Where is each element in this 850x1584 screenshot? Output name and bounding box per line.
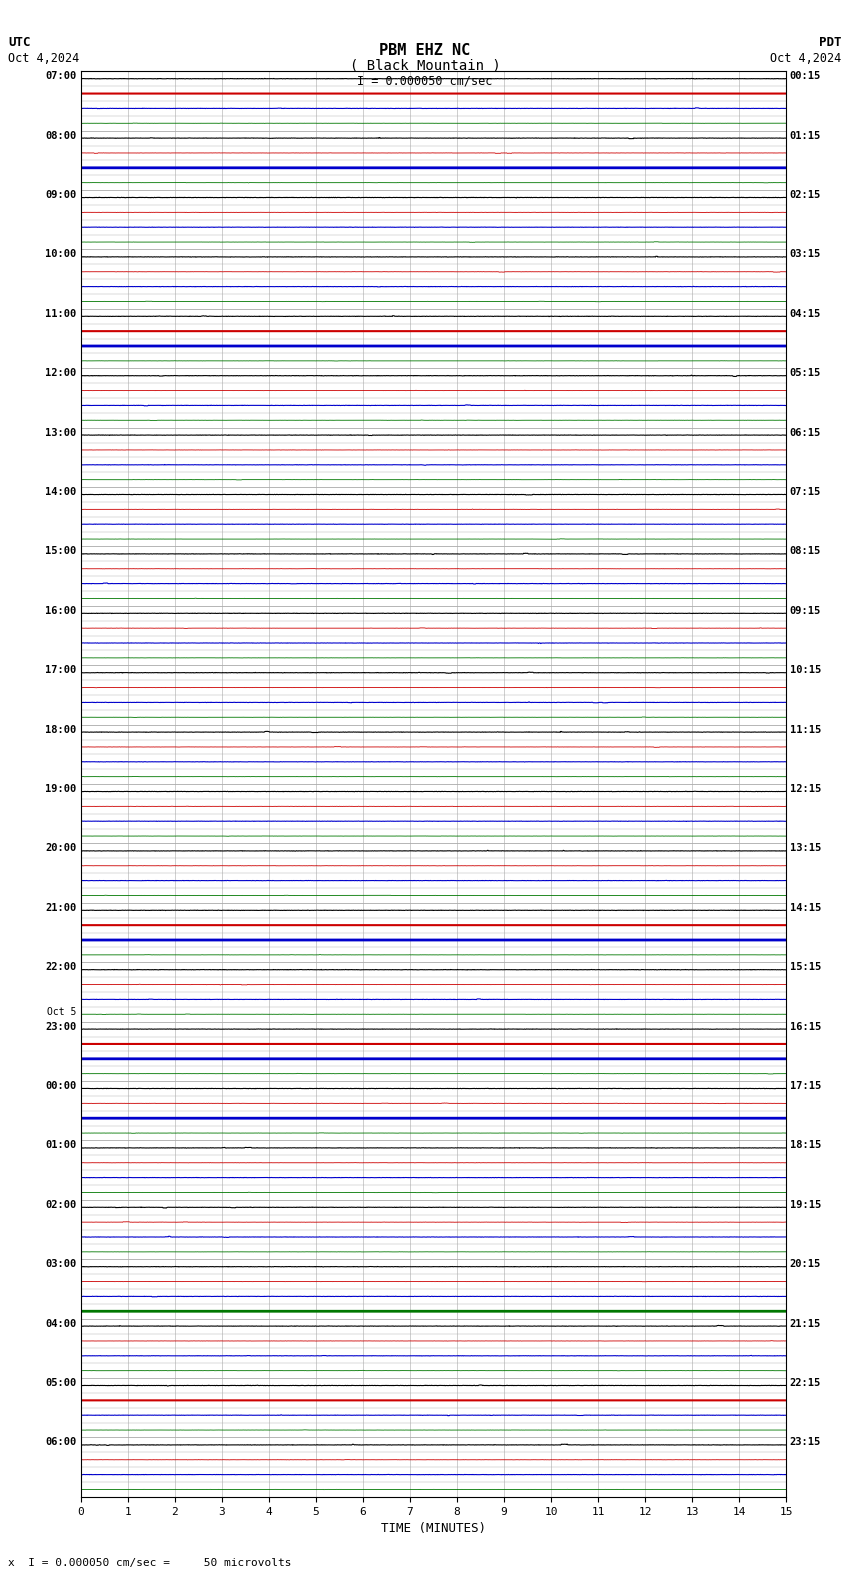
Text: 09:15: 09:15 (790, 605, 821, 616)
Text: 10:00: 10:00 (45, 250, 76, 260)
Text: 08:15: 08:15 (790, 546, 821, 556)
Text: 01:00: 01:00 (45, 1140, 76, 1150)
Text: 04:00: 04:00 (45, 1318, 76, 1329)
Text: 17:15: 17:15 (790, 1080, 821, 1091)
Text: 19:00: 19:00 (45, 784, 76, 794)
Text: 01:15: 01:15 (790, 130, 821, 141)
Text: 23:15: 23:15 (790, 1438, 821, 1448)
Text: PBM EHZ NC: PBM EHZ NC (379, 43, 471, 57)
Text: Oct 5: Oct 5 (47, 1007, 76, 1017)
Text: 04:15: 04:15 (790, 309, 821, 318)
Text: 11:00: 11:00 (45, 309, 76, 318)
Text: 08:00: 08:00 (45, 130, 76, 141)
Text: 06:15: 06:15 (790, 428, 821, 437)
Text: 12:00: 12:00 (45, 367, 76, 379)
Text: 12:15: 12:15 (790, 784, 821, 794)
Text: 02:00: 02:00 (45, 1201, 76, 1210)
Text: x  I = 0.000050 cm/sec =     50 microvolts: x I = 0.000050 cm/sec = 50 microvolts (8, 1559, 292, 1568)
Text: 05:15: 05:15 (790, 367, 821, 379)
Text: 18:00: 18:00 (45, 725, 76, 735)
Text: 00:15: 00:15 (790, 71, 821, 81)
Text: UTC: UTC (8, 36, 31, 49)
Text: 10:15: 10:15 (790, 665, 821, 675)
Text: 00:00: 00:00 (45, 1080, 76, 1091)
Text: 21:00: 21:00 (45, 903, 76, 912)
Text: 07:00: 07:00 (45, 71, 76, 81)
Text: 18:15: 18:15 (790, 1140, 821, 1150)
Text: 11:15: 11:15 (790, 725, 821, 735)
Text: 05:00: 05:00 (45, 1378, 76, 1388)
Text: 13:15: 13:15 (790, 843, 821, 854)
Text: 19:15: 19:15 (790, 1201, 821, 1210)
Text: 17:00: 17:00 (45, 665, 76, 675)
Text: 06:00: 06:00 (45, 1438, 76, 1448)
Text: 07:15: 07:15 (790, 486, 821, 497)
Text: 15:15: 15:15 (790, 963, 821, 973)
Text: I = 0.000050 cm/sec: I = 0.000050 cm/sec (357, 74, 493, 87)
Text: 21:15: 21:15 (790, 1318, 821, 1329)
Text: 16:00: 16:00 (45, 605, 76, 616)
Text: 23:00: 23:00 (45, 1022, 76, 1031)
Text: 09:00: 09:00 (45, 190, 76, 200)
Text: 22:15: 22:15 (790, 1378, 821, 1388)
Text: 20:00: 20:00 (45, 843, 76, 854)
Text: 14:15: 14:15 (790, 903, 821, 912)
Text: ( Black Mountain ): ( Black Mountain ) (349, 59, 501, 73)
Text: 14:00: 14:00 (45, 486, 76, 497)
Text: 15:00: 15:00 (45, 546, 76, 556)
X-axis label: TIME (MINUTES): TIME (MINUTES) (381, 1522, 486, 1535)
Text: 22:00: 22:00 (45, 963, 76, 973)
Text: 13:00: 13:00 (45, 428, 76, 437)
Text: Oct 4,2024: Oct 4,2024 (8, 52, 80, 65)
Text: 03:15: 03:15 (790, 250, 821, 260)
Text: Oct 4,2024: Oct 4,2024 (770, 52, 842, 65)
Text: 02:15: 02:15 (790, 190, 821, 200)
Text: 20:15: 20:15 (790, 1259, 821, 1269)
Text: PDT: PDT (819, 36, 842, 49)
Text: 03:00: 03:00 (45, 1259, 76, 1269)
Text: 16:15: 16:15 (790, 1022, 821, 1031)
